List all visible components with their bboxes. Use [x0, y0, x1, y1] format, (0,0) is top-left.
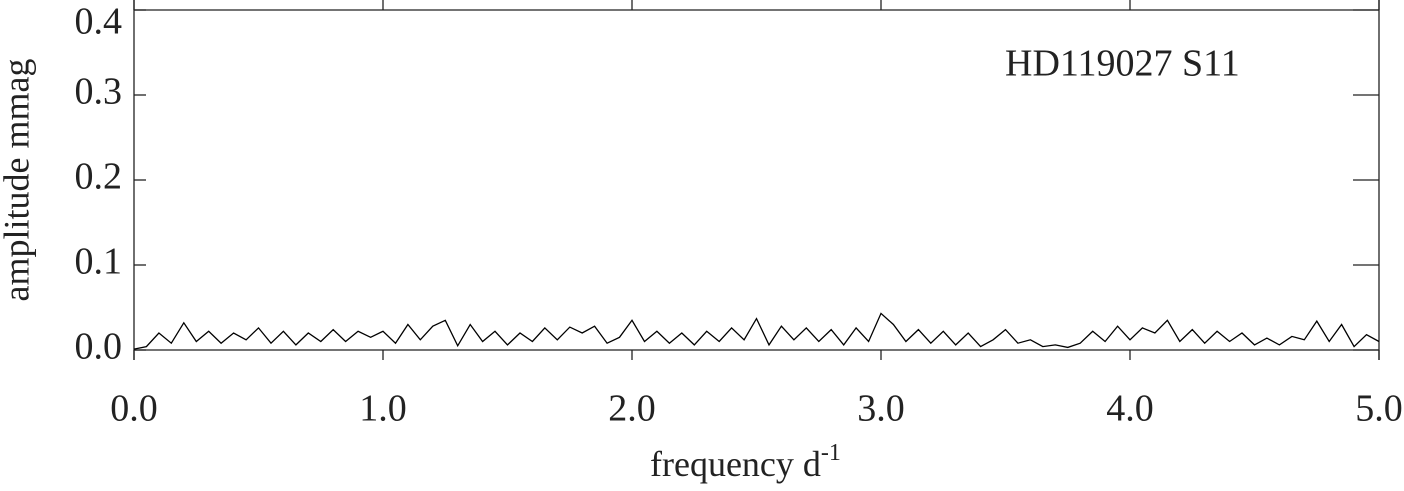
x-axis-label: frequency d-1	[650, 440, 841, 485]
x-tick-label: 0.0	[110, 388, 158, 430]
y-tick-label: 0.3	[75, 71, 123, 113]
annotation: HD119027 S11	[1005, 43, 1240, 85]
y-tick-label: 0.0	[75, 326, 123, 368]
x-tick-label: 4.0	[1106, 388, 1154, 430]
x-axis-label-text: frequency d	[650, 444, 821, 484]
x-tick-label: 2.0	[608, 388, 656, 430]
x-tick-label: 1.0	[359, 388, 407, 430]
y-tick-label: 0.2	[75, 156, 123, 198]
y-tick-label: 0.1	[75, 241, 123, 283]
y-tick-label: 0.4	[75, 1, 123, 43]
spectrum-line	[133, 312, 1380, 350]
y-axis-label: amplitude mmag	[0, 59, 36, 302]
x-tick-label: 3.0	[857, 388, 905, 430]
x-axis-label-superscript: -1	[821, 440, 841, 466]
x-tick-label: 5.0	[1355, 388, 1403, 430]
